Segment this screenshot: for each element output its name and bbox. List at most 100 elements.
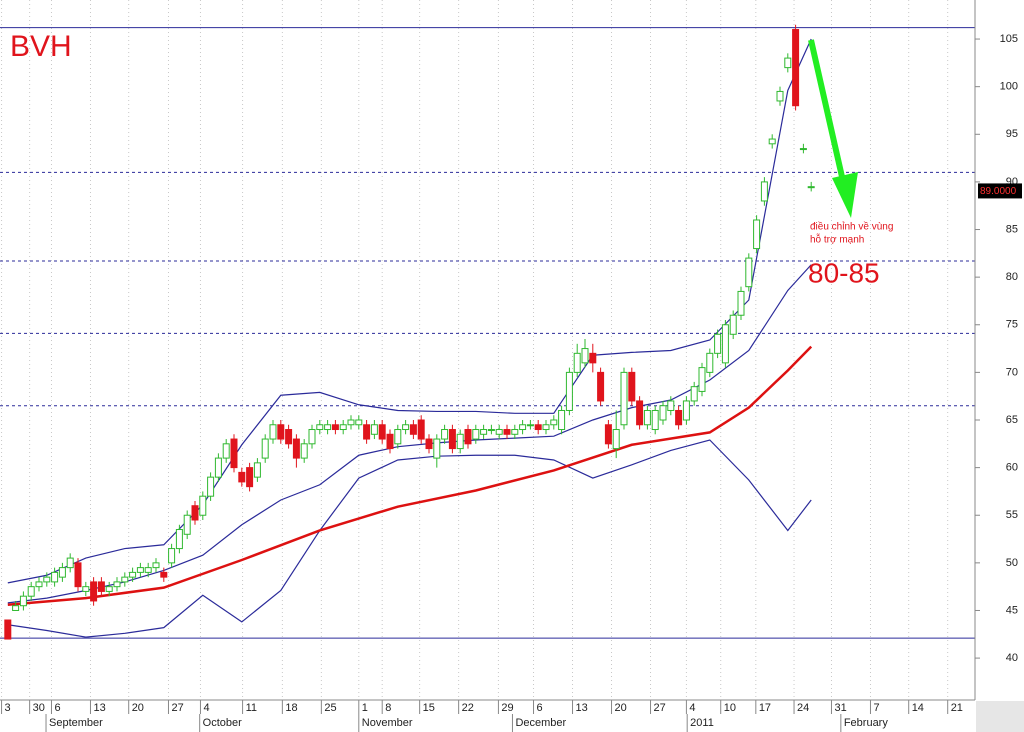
candle-body [136,567,144,573]
candle-body [394,429,402,445]
candle-body [58,567,66,578]
candle-body [269,424,277,440]
candle-body [222,443,230,459]
x-tick-label: 31 [834,702,846,714]
y-tick-label: 95 [1006,128,1018,140]
candle-body [737,290,745,316]
candle-body [503,429,511,435]
candle-body [51,571,59,583]
candle-body [253,462,261,478]
candle-body [285,429,293,445]
candle-body [35,581,43,588]
candle-body [339,424,347,431]
x-tick-label: 30 [33,702,45,714]
x-tick-label: 13 [93,702,105,714]
candle-body [277,424,285,440]
candle-body [589,352,597,364]
candle-body [706,352,714,373]
month-label: 2011 [690,717,714,729]
candle-body [807,186,815,189]
candle-body [565,371,573,411]
price-flag-label: 89.0000 [980,186,1017,197]
y-tick-label: 105 [1000,33,1018,45]
candle-body [542,424,550,431]
candle-body [363,424,371,440]
x-tick-label: 22 [462,702,474,714]
arrow-head [832,172,858,218]
x-tick-label: 29 [501,702,513,714]
month-label: December [515,717,566,729]
candle-body [144,567,152,573]
candle-body [714,333,722,354]
candle-body [27,586,35,597]
candle-body [402,424,410,431]
y-tick-label: 55 [1006,509,1018,521]
candle-body [441,429,449,440]
x-tick-label: 10 [724,702,736,714]
candle-body [90,581,98,602]
x-tick-label: 25 [324,702,336,714]
candle-body [760,181,768,202]
x-tick-label: 27 [654,702,666,714]
candle-body [698,367,706,392]
candle-body [214,457,222,478]
candle-body [480,429,488,435]
candle-body [464,429,472,445]
x-tick-label: 7 [873,702,879,714]
candle-body [12,605,20,611]
candle-body [792,29,800,107]
band-middle [7,264,812,604]
candle-body [620,371,628,426]
y-tick-label: 50 [1006,557,1018,569]
candle-body [19,595,27,607]
annotation: điều chỉnh về vùng [810,221,893,233]
candle-body [690,386,698,402]
candle-body [152,562,160,569]
axes: 3 30 6 13 20 27 4 11 18 25 1 8 15 22 29 6 13 20 27 4 10 17 24 3… [1,33,1022,732]
x-tick-label: 20 [132,702,144,714]
y-tick-label: 75 [1006,319,1018,331]
candle-body [168,548,176,564]
candle-body [729,314,737,335]
x-tick-label: 3 [5,702,11,714]
x-tick-label: 24 [797,702,809,714]
candle-body [191,505,199,521]
month-label: November [362,717,413,729]
candle-body [105,586,113,592]
candle-body [456,433,464,450]
y-tick-label: 60 [1006,462,1018,474]
candle-body [316,424,324,431]
candle-body [472,429,480,440]
candle-body [261,438,269,459]
annotation: 80-85 [808,257,880,288]
candle-body [776,90,784,102]
candle-body [160,571,168,578]
candle-body [636,400,644,426]
candle-body [519,424,527,431]
chart-title: BVH [10,30,72,63]
candle-body [768,138,776,145]
candle-body [246,467,254,488]
month-label: October [203,717,242,729]
x-tick-label: 14 [912,702,924,714]
candle-body [113,581,121,588]
candle-body [230,438,238,469]
candle-body [66,557,74,569]
candle-body [129,571,137,578]
candle-body [300,443,308,459]
x-tick-label: 4 [203,702,209,714]
band-upper [7,38,812,584]
y-tick-label: 40 [1006,652,1018,664]
arrow-shaft [808,39,848,191]
x-tick-label: 6 [54,702,60,714]
candle-body [526,424,534,427]
candle-body [378,424,386,440]
moving-average [7,345,813,607]
x-tick-label: 1 [362,702,368,714]
candle-body [495,429,503,435]
x-tick-label: 8 [385,702,391,714]
x-tick-label: 18 [285,702,297,714]
x-tick-label: 6 [537,702,543,714]
x-tick-label: 20 [615,702,627,714]
candle-body [612,429,620,450]
